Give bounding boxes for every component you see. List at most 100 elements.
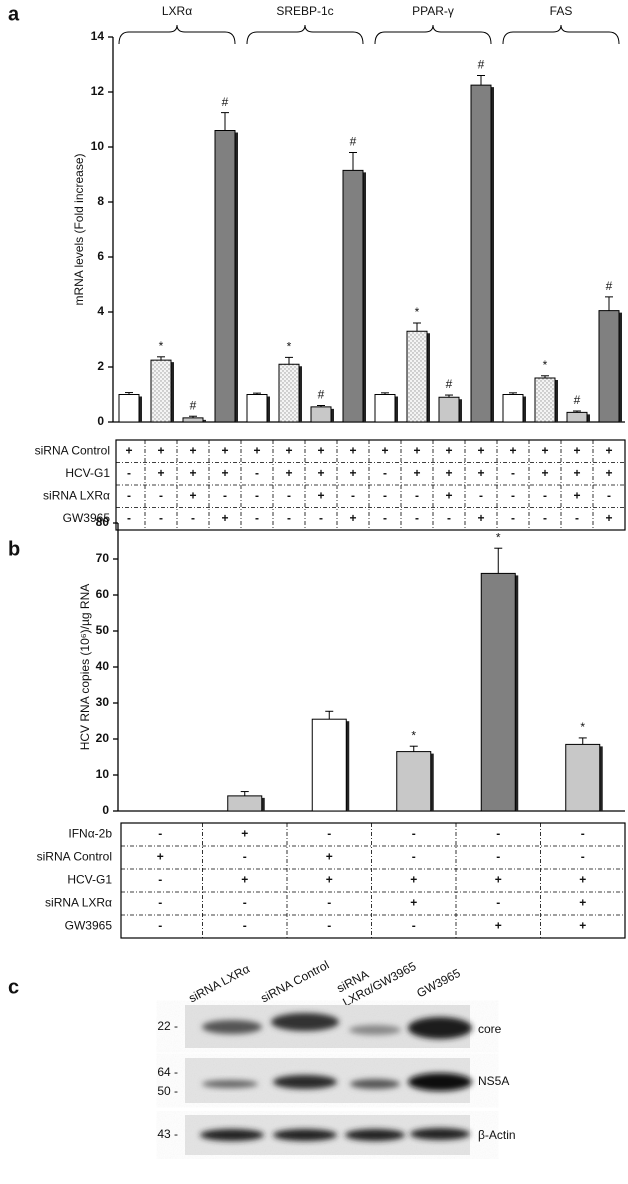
bar <box>311 407 331 422</box>
y-tick-label: 0 <box>102 803 109 817</box>
condition-sign: + <box>241 827 248 841</box>
band <box>408 1073 472 1091</box>
y-tick-label: 30 <box>96 695 110 709</box>
condition-sign: - <box>412 850 416 864</box>
bar <box>247 395 267 423</box>
y-tick-label: 10 <box>96 767 110 781</box>
size-marker: 43 - <box>157 1127 178 1141</box>
condition-sign: - <box>191 511 195 525</box>
band <box>202 1080 258 1088</box>
bar <box>343 170 363 422</box>
condition-sign: + <box>125 443 132 457</box>
condition-sign: - <box>327 827 331 841</box>
blot-panel: c siRNA LXRα siRNA Control siRNA LXRα/GW… <box>8 958 516 1155</box>
condition-sign: - <box>255 488 259 502</box>
condition-sign: + <box>157 443 164 457</box>
lane-label: siRNA LXRα <box>186 962 252 1006</box>
significance-marker: * <box>287 340 292 354</box>
condition-sign: - <box>287 511 291 525</box>
condition-sign: + <box>477 443 484 457</box>
bar <box>599 311 619 422</box>
band <box>271 1013 339 1031</box>
y-tick-label: 0 <box>97 414 104 428</box>
condition-sign: - <box>511 466 515 480</box>
condition-sign: - <box>415 511 419 525</box>
bar <box>481 573 515 811</box>
row-label: siRNA Control <box>37 850 112 864</box>
condition-sign: + <box>445 443 452 457</box>
condition-sign: - <box>607 488 611 502</box>
significance-marker: # <box>350 135 357 149</box>
y-tick-label: 40 <box>96 659 110 673</box>
condition-sign: + <box>605 466 612 480</box>
bar <box>471 85 491 422</box>
significance-marker: * <box>415 305 420 319</box>
significance-marker: # <box>446 377 453 391</box>
condition-sign: - <box>543 511 547 525</box>
bar <box>567 412 587 422</box>
bar <box>407 331 427 422</box>
band <box>350 1079 400 1089</box>
condition-sign: - <box>496 896 500 910</box>
lane-label: siRNA Control <box>258 958 331 1006</box>
group-label: FAS <box>550 4 573 18</box>
condition-sign: + <box>317 488 324 502</box>
bar <box>151 360 171 422</box>
row-label: HCV-G1 <box>65 466 110 480</box>
condition-sign: + <box>317 443 324 457</box>
condition-sign: + <box>326 850 333 864</box>
figure: c siRNA LXRα siRNA Control siRNA LXRα/GW… <box>0 0 628 1184</box>
bar <box>279 364 299 422</box>
band <box>273 1075 337 1089</box>
condition-sign: - <box>223 488 227 502</box>
condition-sign: + <box>605 511 612 525</box>
row-label: IFNα-2b <box>68 827 112 841</box>
condition-sign: - <box>511 511 515 525</box>
y-tick-label: 14 <box>91 29 105 43</box>
condition-sign: + <box>285 443 292 457</box>
condition-sign: + <box>221 443 228 457</box>
y-tick-label: 80 <box>96 515 110 529</box>
condition-sign: - <box>383 488 387 502</box>
bar <box>375 395 395 423</box>
condition-sign: - <box>255 511 259 525</box>
band <box>200 1129 264 1141</box>
condition-sign: + <box>189 443 196 457</box>
condition-sign: - <box>575 511 579 525</box>
group-label: LXRα <box>162 4 192 18</box>
significance-marker: # <box>222 95 229 109</box>
condition-sign: + <box>605 443 612 457</box>
condition-sign: + <box>477 466 484 480</box>
condition-sign: + <box>495 919 502 933</box>
row-label: siRNA Control <box>35 443 110 457</box>
condition-sign: - <box>243 919 247 933</box>
condition-sign: - <box>159 488 163 502</box>
condition-sign: + <box>445 488 452 502</box>
condition-sign: + <box>541 443 548 457</box>
condition-sign: - <box>159 511 163 525</box>
significance-marker: * <box>543 358 548 372</box>
row-label: siRNA LXRα <box>45 896 112 910</box>
condition-sign: - <box>511 488 515 502</box>
condition-sign: + <box>477 511 484 525</box>
significance-marker: * <box>159 339 164 353</box>
bar <box>228 796 262 811</box>
y-tick-label: 12 <box>91 84 105 98</box>
band <box>349 1025 401 1035</box>
y-tick-label: 70 <box>96 551 110 565</box>
condition-sign: + <box>509 443 516 457</box>
condition-sign: + <box>317 466 324 480</box>
size-marker: 64 - <box>157 1065 178 1079</box>
condition-sign: + <box>349 443 356 457</box>
y-axis-label: mRNA levels (Fold increase) <box>72 153 86 305</box>
condition-sign: + <box>326 873 333 887</box>
condition-sign: - <box>327 896 331 910</box>
condition-sign: + <box>541 466 548 480</box>
condition-sign: - <box>581 850 585 864</box>
group-label: SREBP-1c <box>276 4 333 18</box>
condition-sign: - <box>158 827 162 841</box>
bar <box>535 378 555 422</box>
condition-sign: - <box>158 873 162 887</box>
condition-sign: - <box>351 488 355 502</box>
group-bracket <box>247 25 363 44</box>
